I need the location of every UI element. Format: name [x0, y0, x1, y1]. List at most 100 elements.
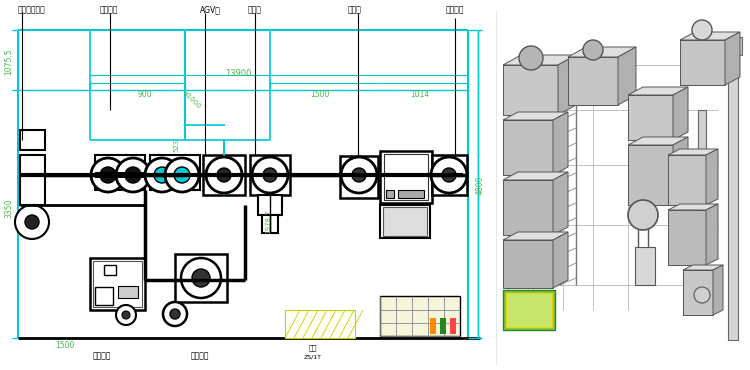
- Bar: [432, 155, 467, 195]
- Polygon shape: [568, 57, 618, 105]
- Circle shape: [263, 168, 277, 182]
- Circle shape: [25, 215, 39, 229]
- Bar: [386, 190, 394, 198]
- Polygon shape: [706, 204, 718, 265]
- Text: 1978.7: 1978.7: [265, 210, 271, 234]
- Text: 1500: 1500: [310, 90, 330, 98]
- Text: 提升机: 提升机: [248, 5, 262, 14]
- Polygon shape: [628, 137, 688, 145]
- Bar: [384, 154, 428, 200]
- Bar: [250, 155, 290, 195]
- Polygon shape: [503, 120, 553, 175]
- Circle shape: [116, 305, 136, 325]
- Text: 4800: 4800: [476, 175, 484, 195]
- Polygon shape: [553, 112, 568, 175]
- Polygon shape: [668, 155, 706, 205]
- Text: 13900: 13900: [225, 68, 251, 77]
- Polygon shape: [503, 112, 568, 120]
- Text: AGV车: AGV车: [200, 5, 220, 14]
- Circle shape: [100, 167, 116, 183]
- Circle shape: [519, 46, 543, 70]
- Bar: [285, 310, 355, 338]
- Bar: [175, 254, 227, 302]
- Bar: [118, 286, 138, 298]
- Bar: [506, 293, 552, 327]
- Polygon shape: [503, 55, 576, 65]
- Bar: [20, 130, 45, 150]
- Text: 小料自动称量: 小料自动称量: [18, 5, 46, 14]
- Polygon shape: [628, 145, 673, 205]
- Text: 900: 900: [138, 90, 152, 98]
- Polygon shape: [628, 87, 688, 95]
- Text: 1014: 1014: [410, 90, 430, 98]
- Bar: [95, 172, 185, 178]
- Bar: [380, 205, 430, 238]
- Text: 配料工站: 配料工站: [100, 5, 118, 14]
- Text: 料斗打重: 料斗打重: [446, 5, 464, 14]
- Bar: [430, 318, 436, 334]
- Polygon shape: [558, 55, 576, 115]
- Text: 1500: 1500: [56, 342, 75, 350]
- Text: φ1000: φ1000: [182, 90, 202, 110]
- Polygon shape: [725, 32, 740, 85]
- Circle shape: [163, 302, 187, 326]
- Polygon shape: [503, 232, 568, 240]
- Bar: [104, 265, 116, 275]
- Polygon shape: [503, 172, 568, 180]
- Circle shape: [217, 168, 231, 182]
- Circle shape: [442, 168, 456, 182]
- Polygon shape: [628, 95, 673, 140]
- Bar: [95, 155, 145, 190]
- Circle shape: [352, 168, 366, 182]
- Circle shape: [252, 157, 288, 193]
- Text: ZS/1T: ZS/1T: [304, 354, 322, 360]
- Circle shape: [154, 167, 170, 183]
- Circle shape: [165, 158, 199, 192]
- Polygon shape: [503, 180, 553, 235]
- Bar: [635, 247, 655, 285]
- Circle shape: [431, 157, 467, 193]
- Polygon shape: [553, 232, 568, 288]
- Circle shape: [692, 20, 712, 40]
- Circle shape: [170, 309, 180, 319]
- Bar: [398, 190, 424, 198]
- Bar: [380, 296, 460, 336]
- Circle shape: [341, 157, 377, 193]
- Polygon shape: [673, 137, 688, 205]
- Circle shape: [181, 258, 221, 298]
- Polygon shape: [706, 149, 718, 205]
- Circle shape: [145, 158, 179, 192]
- Bar: [724, 37, 742, 55]
- Bar: [698, 110, 706, 290]
- Circle shape: [206, 157, 242, 193]
- Text: 煤工: 煤工: [309, 345, 317, 351]
- Text: 523: 523: [173, 138, 179, 152]
- Polygon shape: [668, 204, 718, 210]
- Polygon shape: [503, 240, 553, 288]
- Circle shape: [583, 40, 603, 60]
- Bar: [340, 156, 378, 198]
- Text: 1075.5: 1075.5: [4, 49, 13, 75]
- Polygon shape: [553, 172, 568, 235]
- Polygon shape: [568, 47, 636, 57]
- Polygon shape: [713, 265, 723, 315]
- Polygon shape: [503, 65, 558, 115]
- Bar: [95, 287, 113, 305]
- Circle shape: [174, 167, 190, 183]
- Circle shape: [628, 200, 658, 230]
- Circle shape: [122, 311, 130, 319]
- Polygon shape: [673, 87, 688, 140]
- Bar: [93, 261, 142, 307]
- Circle shape: [15, 205, 49, 239]
- Bar: [258, 195, 282, 215]
- Text: 散料过磅: 散料过磅: [190, 352, 209, 360]
- Polygon shape: [680, 40, 725, 85]
- Bar: [203, 155, 245, 195]
- Bar: [150, 155, 200, 190]
- Bar: [90, 258, 145, 310]
- Bar: [380, 151, 432, 203]
- Bar: [450, 318, 456, 334]
- Circle shape: [125, 167, 141, 183]
- Bar: [262, 215, 278, 233]
- Circle shape: [192, 269, 210, 287]
